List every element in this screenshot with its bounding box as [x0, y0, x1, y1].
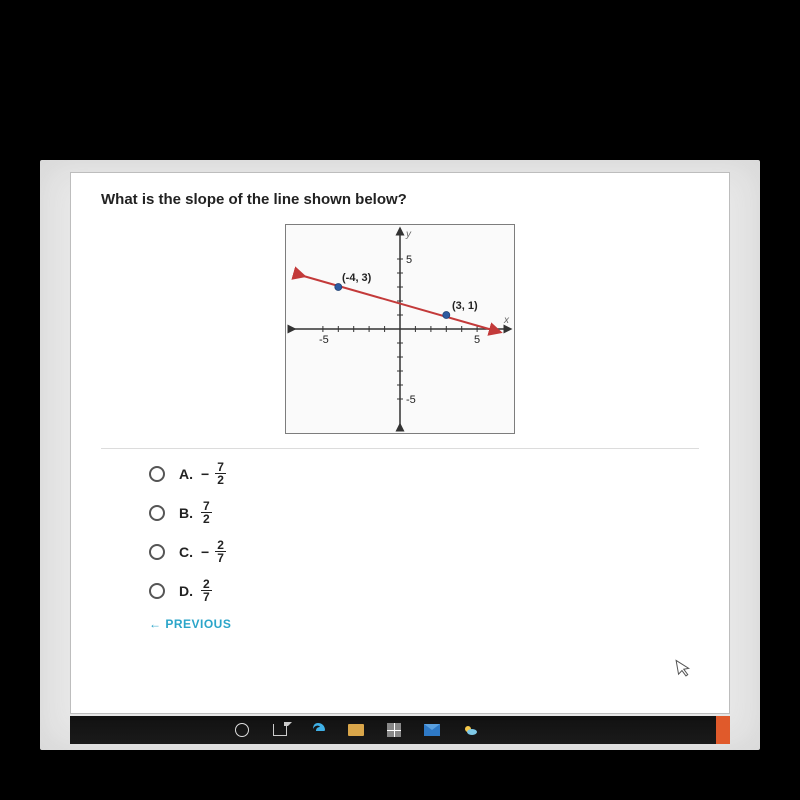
radio-icon[interactable] — [149, 505, 165, 521]
cursor-icon — [675, 657, 695, 684]
taskbar[interactable] — [70, 716, 730, 744]
radio-icon[interactable] — [149, 544, 165, 560]
xtick-5: 5 — [474, 334, 480, 346]
file-explorer-icon[interactable] — [344, 720, 368, 740]
fraction: 2 7 — [201, 578, 212, 603]
answer-options: A. − 7 2 B. 7 2 C. − 2 — [101, 461, 699, 603]
option-letter: D. — [179, 583, 193, 599]
quiz-screen: What is the slope of the line shown belo… — [70, 172, 730, 714]
y-axis-label: y — [405, 229, 412, 240]
mail-icon[interactable] — [420, 720, 444, 740]
point-label-1: (-4, 3) — [342, 272, 372, 284]
x-axis-label: x — [503, 315, 510, 326]
task-view-icon[interactable] — [268, 720, 292, 740]
option-b[interactable]: B. 7 2 — [149, 500, 699, 525]
option-d[interactable]: D. 2 7 — [149, 578, 699, 603]
negative-sign: − — [201, 544, 209, 560]
radio-icon[interactable] — [149, 466, 165, 482]
graph-svg: -5 5 5 -5 x y (-4, 3) (3, 1) — [286, 225, 514, 433]
radio-icon[interactable] — [149, 583, 165, 599]
negative-sign: − — [201, 466, 209, 482]
ytick-5: 5 — [406, 254, 412, 266]
taskbar-accent — [716, 716, 730, 744]
fraction: 2 7 — [215, 539, 226, 564]
fraction: 7 2 — [215, 461, 226, 486]
option-c[interactable]: C. − 2 7 — [149, 539, 699, 564]
store-icon[interactable] — [382, 720, 406, 740]
option-letter: B. — [179, 505, 193, 521]
ytick-neg5: -5 — [406, 394, 416, 406]
fraction: 7 2 — [201, 500, 212, 525]
option-a[interactable]: A. − 7 2 — [149, 461, 699, 486]
option-letter: A. — [179, 466, 193, 482]
laptop-frame: What is the slope of the line shown belo… — [40, 160, 760, 750]
question-text: What is the slope of the line shown belo… — [101, 191, 699, 208]
divider — [101, 448, 699, 449]
weather-icon[interactable] — [458, 720, 482, 740]
xtick-neg5: -5 — [319, 334, 329, 346]
coordinate-graph: -5 5 5 -5 x y (-4, 3) (3, 1) — [285, 224, 515, 434]
option-letter: C. — [179, 544, 193, 560]
previous-button[interactable]: ← PREVIOUS — [101, 617, 699, 631]
edge-icon[interactable] — [306, 720, 330, 740]
point-label-2: (3, 1) — [452, 300, 478, 312]
cortana-icon[interactable] — [230, 720, 254, 740]
